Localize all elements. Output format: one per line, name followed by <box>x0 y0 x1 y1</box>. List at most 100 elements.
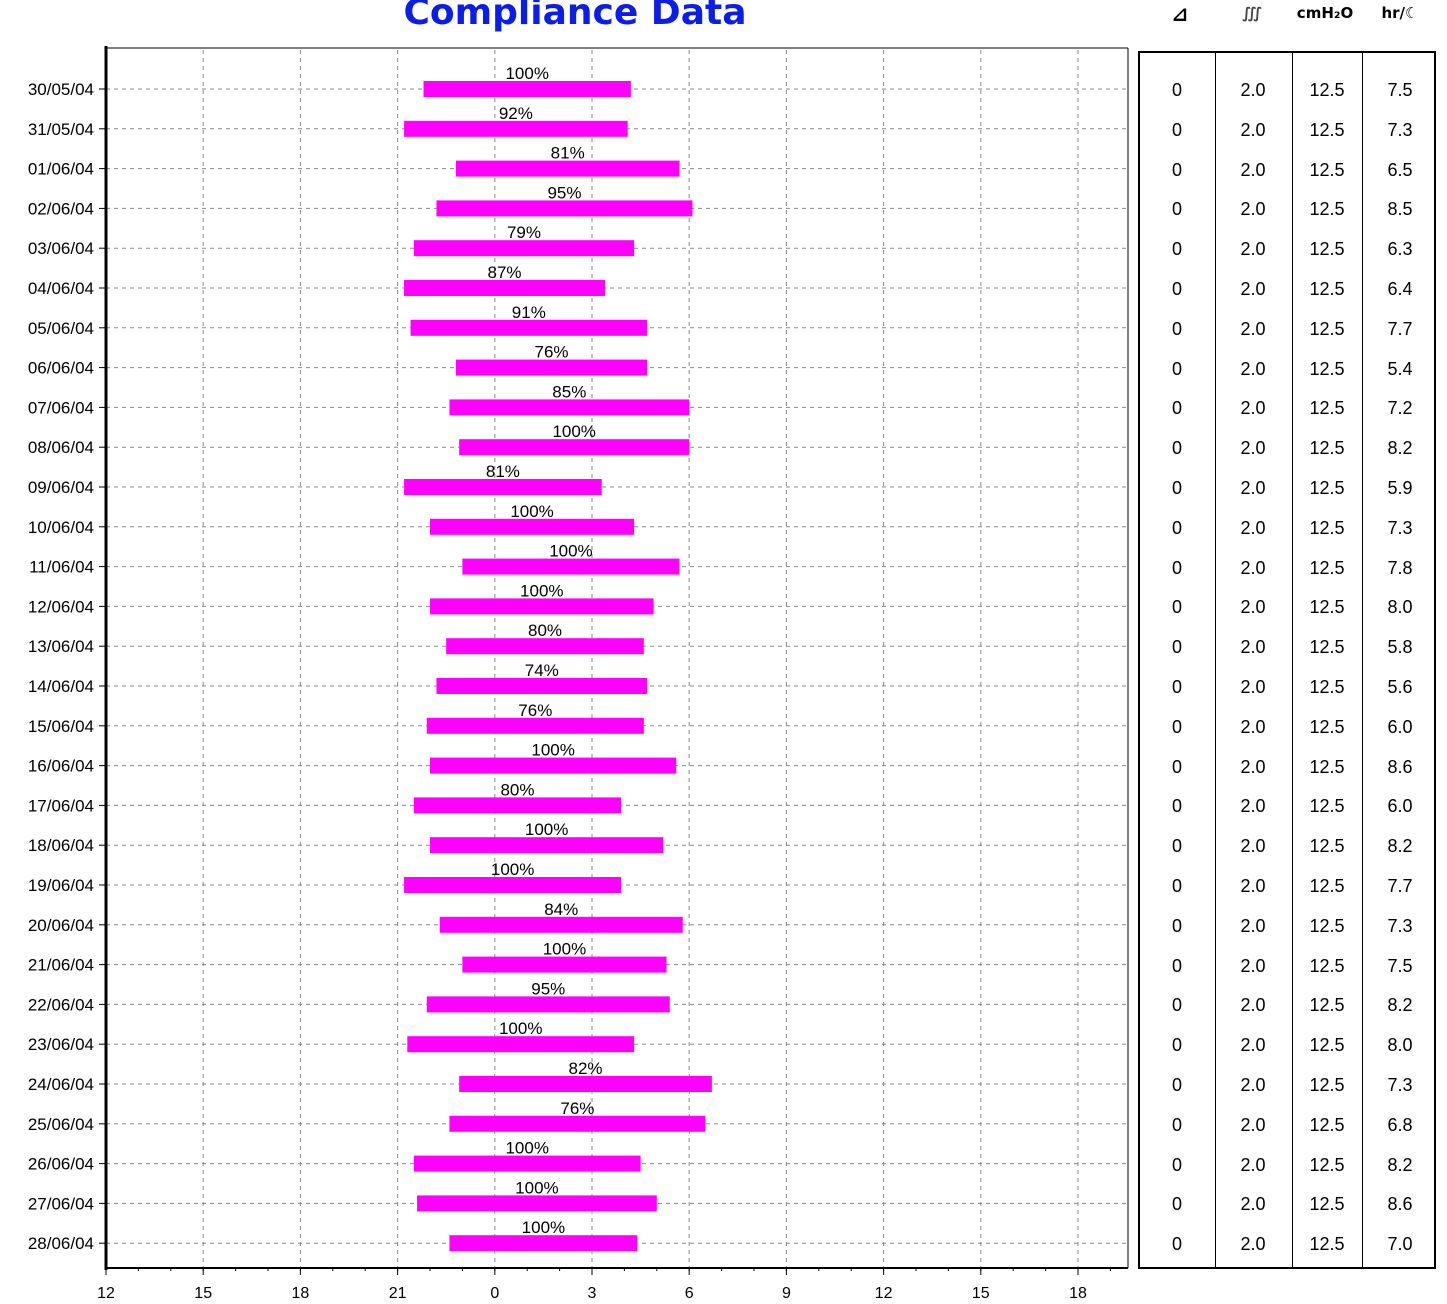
date-label: 20/06/04 <box>28 916 94 935</box>
x-tick-label: 18 <box>1069 1285 1087 1302</box>
table-cell: 2.0 <box>1240 1035 1266 1056</box>
table-cell: 0 <box>1171 398 1182 419</box>
table-cell: 8.0 <box>1387 597 1413 618</box>
table-cell: 7.5 <box>1387 80 1413 100</box>
date-label: 27/06/04 <box>28 1194 94 1213</box>
table-cell: 2.0 <box>1240 955 1266 976</box>
table-cell: 0 <box>1171 1194 1182 1215</box>
table-cell: 2.0 <box>1240 438 1266 459</box>
table-cell: 7.2 <box>1387 398 1413 419</box>
table-cell: 2.0 <box>1240 478 1266 498</box>
usage-bar <box>449 1115 706 1132</box>
table-cell: 0 <box>1171 716 1182 737</box>
table-cell: 8.2 <box>1387 995 1413 1016</box>
table-cell: 12.5 <box>1309 199 1345 220</box>
table-cell: 2.0 <box>1240 756 1266 777</box>
table-cell: 2.0 <box>1240 677 1266 697</box>
pressure-unit-header: cmH₂O <box>1296 4 1354 22</box>
usage-bar <box>410 319 648 336</box>
usage-bar <box>404 280 605 296</box>
compliance-label: 95% <box>547 183 581 202</box>
usage-bar <box>426 996 670 1013</box>
date-label: 11/06/04 <box>29 558 94 577</box>
table-cell: 8.2 <box>1387 438 1413 459</box>
table-cell: 7.3 <box>1387 915 1413 936</box>
table-cell: 8.2 <box>1387 836 1413 857</box>
table-cell: 0 <box>1171 1114 1182 1135</box>
usage-bar <box>459 439 690 456</box>
date-label: 30/05/04 <box>28 80 94 99</box>
table-cell: 2.0 <box>1240 1234 1266 1255</box>
x-tick-label: 6 <box>685 1285 694 1302</box>
table-cell: 5.4 <box>1387 358 1413 379</box>
date-label: 03/06/04 <box>28 239 94 258</box>
x-tick-label: 9 <box>782 1285 791 1302</box>
table-cell: 2.0 <box>1240 398 1266 419</box>
table-cell: 2.0 <box>1240 995 1266 1016</box>
table-cell: 2.0 <box>1240 557 1266 578</box>
table-cell: 7.7 <box>1387 876 1413 896</box>
table-cell: 12.5 <box>1309 318 1345 339</box>
x-tick-label: 3 <box>588 1285 597 1302</box>
table-cell: 6.3 <box>1387 239 1413 260</box>
table-cell: 2.0 <box>1240 1194 1266 1215</box>
table-cell: 8.5 <box>1387 199 1413 220</box>
table-cell: 5.6 <box>1387 677 1413 697</box>
table-cell: 0 <box>1171 756 1182 777</box>
table-cell: 0 <box>1171 239 1182 260</box>
usage-bar <box>455 359 648 376</box>
date-label: 25/06/04 <box>28 1115 94 1134</box>
table-cell: 12.5 <box>1309 119 1345 140</box>
table-cell: 0 <box>1171 358 1182 379</box>
table-cell: 0 <box>1171 677 1182 697</box>
x-tick-label: 12 <box>97 1285 115 1302</box>
date-label: 12/06/04 <box>28 597 94 616</box>
usage-bar <box>404 479 602 495</box>
table-cell: 12.5 <box>1309 677 1345 697</box>
ramp-icon: ⊿ <box>1171 2 1189 26</box>
usage-bar <box>423 81 631 97</box>
usage-bar <box>426 717 644 734</box>
compliance-label: 100% <box>510 502 553 521</box>
table-cell: 12.5 <box>1309 1194 1345 1215</box>
usage-bar <box>449 399 690 416</box>
usage-bar <box>430 757 677 774</box>
table-cell: 6.0 <box>1387 796 1413 817</box>
table-cell: 12.5 <box>1309 836 1345 857</box>
table-cell: 2.0 <box>1240 279 1266 299</box>
table-cell: 12.5 <box>1309 796 1345 817</box>
usage-bar <box>436 678 648 694</box>
usage-bar <box>430 598 654 615</box>
table-cell: 7.8 <box>1387 557 1413 578</box>
table-cell: 0 <box>1171 1035 1182 1056</box>
date-label: 26/06/04 <box>28 1155 94 1174</box>
table-cell: 7.3 <box>1387 517 1413 538</box>
date-label: 21/06/04 <box>28 956 94 975</box>
table-cell: 6.4 <box>1387 279 1413 299</box>
table-cell: 12.5 <box>1309 478 1345 498</box>
date-label: 04/06/04 <box>28 279 94 298</box>
compliance-label: 100% <box>543 940 586 959</box>
table-cell: 2.0 <box>1240 517 1266 538</box>
table-cell: 5.9 <box>1387 478 1413 498</box>
usage-bar <box>459 1076 712 1092</box>
table-cell: 2.0 <box>1240 637 1266 658</box>
table-cell: 8.2 <box>1387 1154 1413 1175</box>
compliance-label: 100% <box>525 820 568 839</box>
table-cell: 6.5 <box>1387 159 1413 180</box>
table-cell: 7.3 <box>1387 119 1413 140</box>
table-cell: 0 <box>1171 318 1182 339</box>
compliance-label: 100% <box>505 1139 548 1158</box>
x-tick-label: 15 <box>194 1285 212 1302</box>
table-cell: 7.7 <box>1387 318 1413 339</box>
compliance-label: 79% <box>507 223 541 242</box>
table-cell: 2.0 <box>1240 358 1266 379</box>
table-cell: 2.0 <box>1240 836 1266 857</box>
table-cell: 8.6 <box>1387 1194 1413 1215</box>
date-label: 22/06/04 <box>28 995 94 1014</box>
table-cell: 8.6 <box>1387 756 1413 777</box>
table-cell: 0 <box>1171 796 1182 817</box>
compliance-label: 100% <box>491 860 534 879</box>
compliance-label: 100% <box>531 741 574 760</box>
table-cell: 2.0 <box>1240 80 1266 100</box>
